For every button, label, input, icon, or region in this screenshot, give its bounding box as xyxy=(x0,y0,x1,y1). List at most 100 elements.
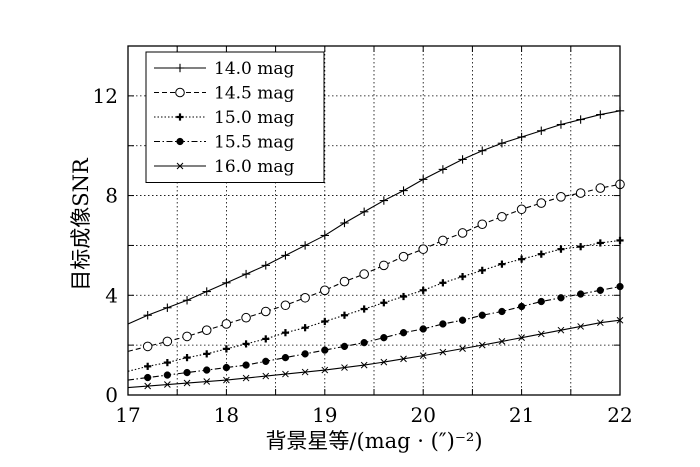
data-point xyxy=(241,269,251,279)
series-14-0-mag xyxy=(127,106,625,325)
data-point xyxy=(439,348,447,356)
data-point xyxy=(242,340,250,348)
data-point xyxy=(556,192,566,202)
data-point xyxy=(458,155,467,164)
data-point xyxy=(260,306,271,317)
data-point xyxy=(282,370,289,378)
x-tick-label: 19 xyxy=(312,403,337,427)
data-point xyxy=(557,294,565,302)
data-point xyxy=(360,361,368,369)
x-tick-label: 21 xyxy=(509,403,534,427)
data-point xyxy=(242,361,250,369)
data-point xyxy=(595,183,606,193)
data-point xyxy=(557,245,565,253)
data-point xyxy=(498,338,506,345)
data-point xyxy=(518,255,526,263)
series-16-0-mag xyxy=(127,316,624,390)
data-point xyxy=(399,292,408,301)
data-point xyxy=(321,366,329,374)
data-point xyxy=(576,115,585,124)
data-point xyxy=(457,228,468,238)
data-point xyxy=(164,381,171,388)
data-point xyxy=(261,261,270,270)
data-point xyxy=(419,352,427,359)
data-point xyxy=(242,374,250,382)
data-point xyxy=(380,358,388,366)
data-point xyxy=(143,311,152,320)
series-line xyxy=(127,239,621,372)
data-point xyxy=(359,269,369,279)
data-point xyxy=(379,196,389,205)
legend-item: 15.5 mag xyxy=(154,133,295,153)
data-point xyxy=(341,364,348,371)
data-point xyxy=(380,299,388,307)
legend-item: 15.0 mag xyxy=(154,108,295,128)
data-point xyxy=(262,372,270,380)
legend-label: 15.0 mag xyxy=(214,108,295,128)
data-point xyxy=(144,362,152,370)
x-tick-label: 22 xyxy=(607,403,632,427)
data-point xyxy=(182,296,192,305)
data-point xyxy=(498,260,506,268)
data-point xyxy=(223,376,230,384)
data-point xyxy=(478,266,486,274)
data-point xyxy=(320,285,330,296)
data-point xyxy=(419,286,427,294)
data-point xyxy=(201,325,212,335)
data-point xyxy=(419,325,427,333)
data-point xyxy=(596,239,604,247)
y-axis-title: 目标成像SNR xyxy=(69,157,93,291)
data-point xyxy=(281,251,290,260)
data-point xyxy=(301,368,309,376)
data-point xyxy=(340,311,349,319)
data-point xyxy=(281,353,290,362)
data-point xyxy=(300,292,310,303)
data-point xyxy=(477,219,488,230)
data-point xyxy=(300,241,310,250)
data-point xyxy=(418,244,429,254)
data-point xyxy=(163,303,172,312)
data-point xyxy=(321,317,329,326)
data-point xyxy=(518,334,525,342)
data-point xyxy=(439,320,447,328)
data-point xyxy=(339,276,350,287)
data-point xyxy=(438,235,448,246)
legend-label: 16.0 mag xyxy=(214,157,295,177)
data-point xyxy=(399,329,408,337)
data-point xyxy=(439,279,447,287)
series-14-5-mag xyxy=(127,179,625,352)
data-point xyxy=(281,329,290,337)
data-point xyxy=(360,339,368,347)
y-tick-label: 12 xyxy=(93,84,118,108)
legend-item: 14.0 mag xyxy=(154,59,295,79)
series-15-5-mag xyxy=(127,282,624,382)
data-point xyxy=(596,110,605,119)
data-point xyxy=(537,297,545,306)
data-point xyxy=(399,186,408,195)
data-point xyxy=(458,272,467,281)
data-point xyxy=(360,305,368,313)
data-point xyxy=(537,330,545,338)
legend-marker xyxy=(176,162,184,170)
y-tick-label: 0 xyxy=(105,383,118,407)
data-point xyxy=(575,188,586,198)
data-point xyxy=(280,300,291,311)
data-point xyxy=(556,120,566,129)
data-point xyxy=(497,139,507,148)
x-tick-label: 18 xyxy=(214,403,239,427)
series-line xyxy=(127,319,621,389)
data-point xyxy=(203,350,211,358)
data-point xyxy=(398,251,409,262)
data-point xyxy=(576,290,585,298)
axis-ticks: 17 18 19 20 21 22 0 4 8 12 xyxy=(93,45,633,427)
data-point xyxy=(144,382,152,390)
data-point xyxy=(144,373,152,382)
data-point xyxy=(458,316,467,324)
x-tick-label: 17 xyxy=(115,403,140,427)
data-point xyxy=(183,354,191,362)
y-tick-label: 4 xyxy=(105,283,118,307)
data-point xyxy=(163,371,172,379)
data-point xyxy=(400,355,407,363)
data-point xyxy=(301,324,309,332)
data-point xyxy=(478,341,486,349)
